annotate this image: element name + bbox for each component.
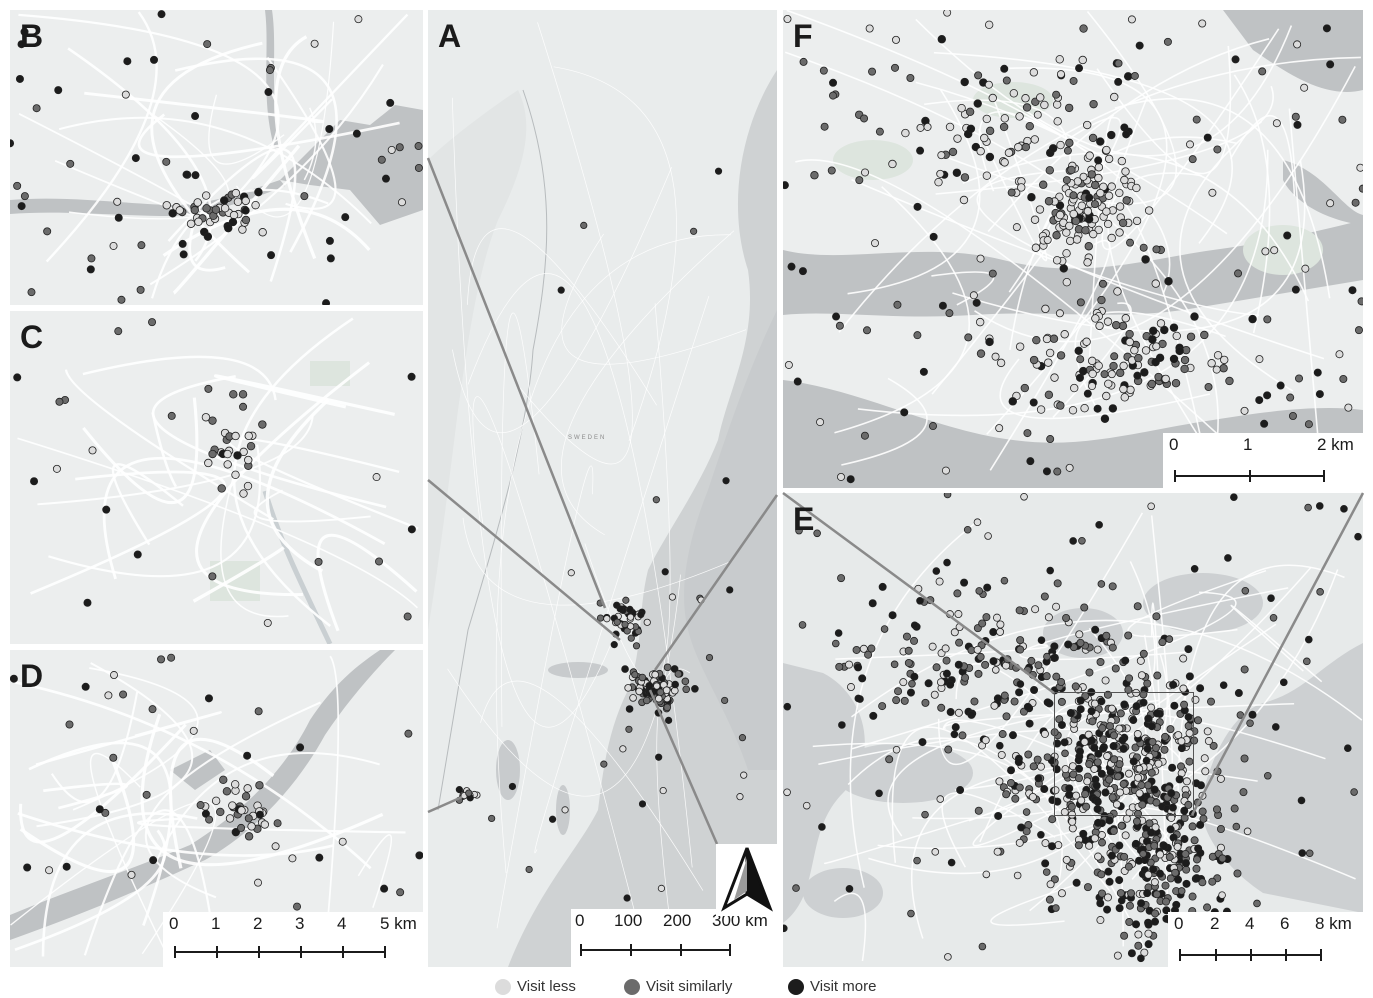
legend-item-more: Visit more (788, 978, 876, 995)
panel-label-a: A (438, 18, 462, 54)
scale-d-tick-1: 1 (211, 914, 221, 933)
legend: Visit less Visit similarly Visit more (0, 978, 1373, 998)
scale-e-tick-3: 6 (1280, 914, 1290, 933)
scale-d-tick-4: 4 (337, 914, 347, 933)
map-f-canvas (783, 10, 1363, 488)
scale-d-tick-0: 0 (169, 914, 179, 933)
legend-item-similar: Visit similarly (624, 978, 732, 995)
scale-d-tick-2: 2 (253, 914, 263, 933)
north-arrow-icon (716, 844, 778, 916)
panel-label-f: F (793, 18, 813, 54)
map-d-canvas (10, 650, 423, 967)
legend-label-more: Visit more (810, 978, 877, 995)
legend-label-similar: Visit similarly (646, 978, 733, 995)
panel-label-d: D (20, 658, 44, 694)
country-label: SWEDEN (568, 435, 607, 441)
legend-swatch-similar-icon (624, 978, 640, 995)
legend-swatch-less-icon (495, 978, 511, 995)
map-panel-c[interactable]: C (10, 311, 423, 644)
panel-label-c: C (20, 319, 44, 355)
map-panel-b[interactable]: B (10, 10, 423, 305)
scale-e-tick-4: 8 km (1315, 914, 1352, 933)
map-panel-e[interactable]: E 0 2 4 6 8 km (783, 493, 1363, 967)
legend-label-less: Visit less (517, 978, 576, 995)
map-b-canvas (10, 10, 423, 305)
map-panel-d[interactable]: D 0 1 2 3 4 5 km (10, 650, 423, 967)
scale-f-tick-0: 0 (1169, 435, 1179, 454)
scale-e-tick-1: 2 (1210, 914, 1220, 933)
scalebar-f: 0 1 2 km (1163, 433, 1363, 488)
map-panel-a[interactable]: A SWEDEN 0 100 200 300 km (428, 10, 777, 967)
legend-item-less: Visit less (495, 978, 576, 995)
panel-label-e: E (793, 501, 815, 537)
scale-f-tick-2: 2 km (1317, 435, 1354, 454)
map-panel-f[interactable]: F 0 1 2 km (783, 10, 1363, 488)
scalebar-a: 0 100 200 300 km (571, 909, 777, 967)
scale-e-tick-2: 4 (1245, 914, 1255, 933)
scale-a-tick-0: 0 (575, 911, 585, 930)
scale-f-tick-1: 1 (1243, 435, 1253, 454)
legend-swatch-more-icon (788, 978, 804, 995)
scale-a-tick-1: 100 (614, 911, 643, 930)
map-c-canvas (10, 311, 423, 644)
inset-frame-f (1054, 692, 1194, 816)
scale-d-tick-5: 5 km (380, 914, 417, 933)
scale-d-tick-3: 3 (295, 914, 305, 933)
scalebar-d: 0 1 2 3 4 5 km (163, 912, 423, 967)
map-a-canvas (428, 10, 777, 967)
scale-e-tick-0: 0 (1174, 914, 1184, 933)
scalebar-e: 0 2 4 6 8 km (1168, 912, 1363, 967)
panel-label-b: B (20, 18, 44, 54)
scale-a-tick-2: 200 (663, 911, 692, 930)
